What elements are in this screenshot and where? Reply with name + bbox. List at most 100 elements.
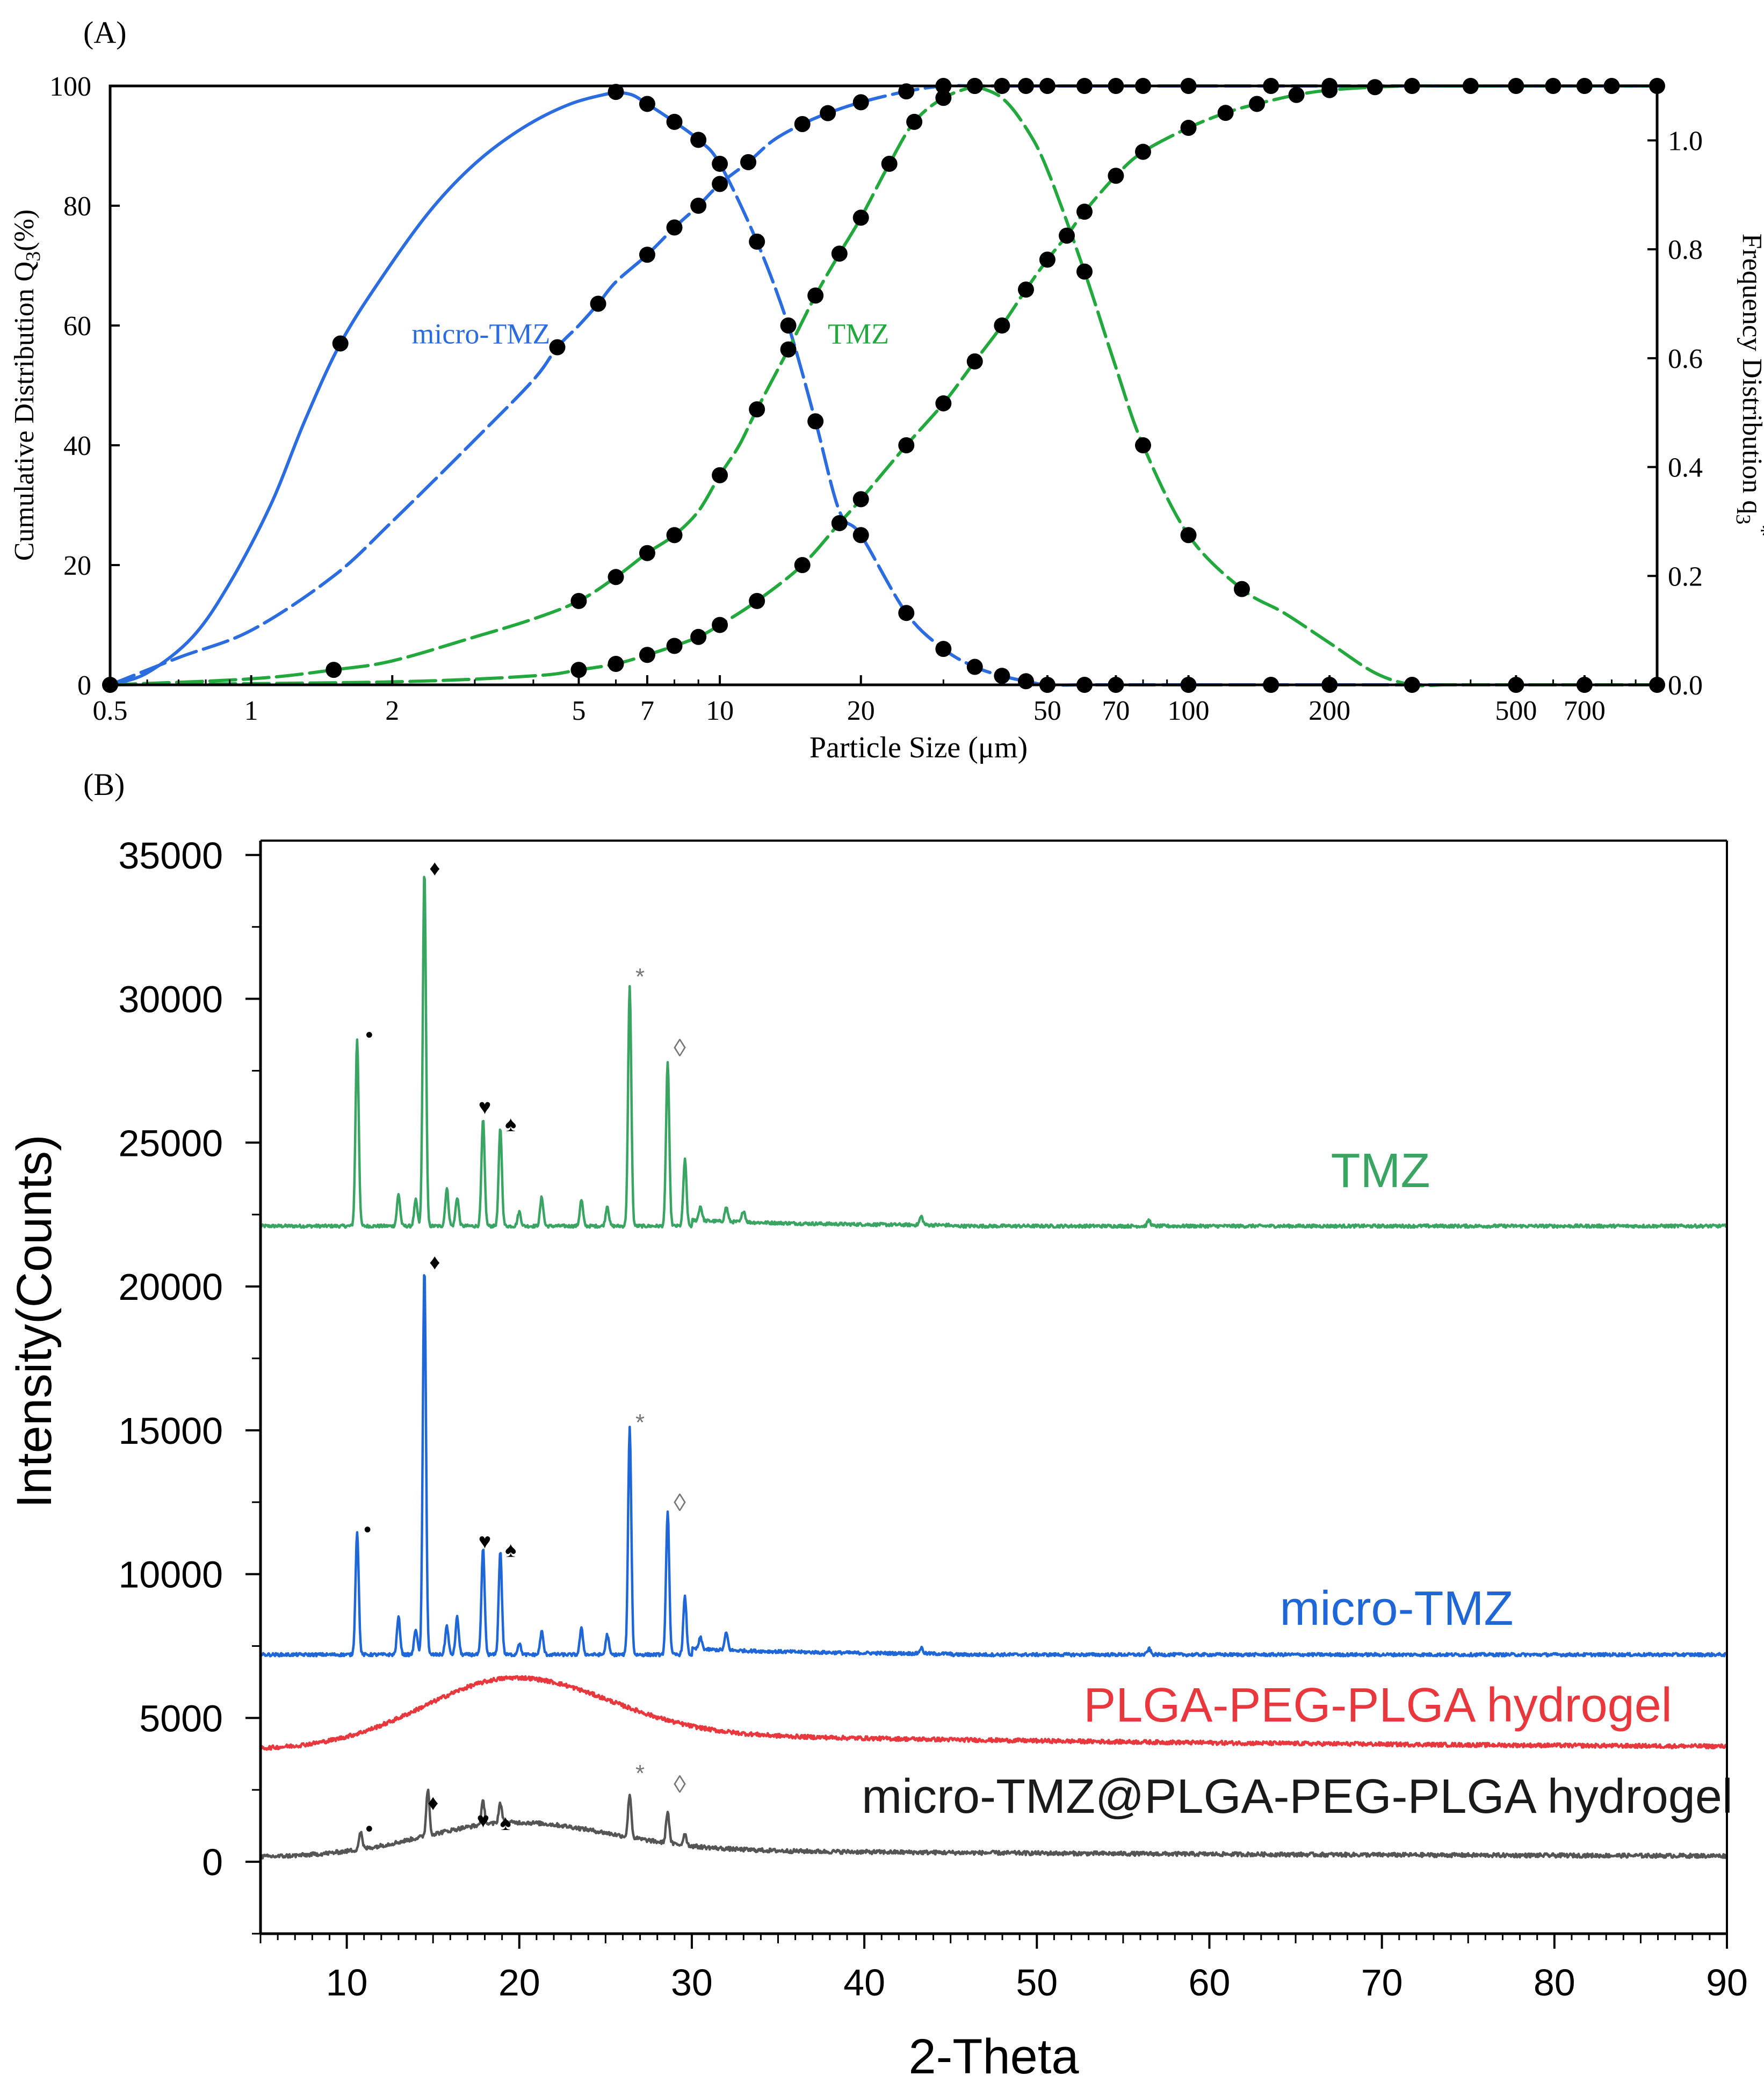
panel-b-x-tick-label: 50 [1016,1962,1058,2004]
panel-a-data-point [935,395,952,411]
panel-b-y-axis-label: Intensity(Counts) [7,1134,62,1508]
panel-a-x-tick-label: 700 [1564,696,1606,726]
panel-b-series-line-tmz [259,876,1727,1229]
panel-a-data-point [881,155,898,172]
panel-a-data-point [1180,120,1197,136]
panel-a-data-point [639,647,655,663]
panel-b-x-tick-label: 20 [498,1962,540,2004]
panel-b-x-tick-label: 80 [1534,1962,1575,2004]
panel-a-data-point [549,339,566,356]
panel-a-data-point [608,84,624,100]
panel-b-peak-markers: • ♦ ♥ ♠ * ◊ • ♦ ♥ ♠ * ◊ • ♦ ♥ ♠ * ◊ [364,856,686,1841]
panel-a-data-point [749,592,765,609]
panel-a-data-point [807,413,824,430]
panel-a-y-ticks-right: 0.0 0.2 0.4 0.6 0.8 1.0 [1647,126,1703,701]
panel-a-data-point [1249,96,1266,112]
panel-a-data-point [332,335,349,352]
panel-a-y-tick-label-right: 0.6 [1668,344,1703,374]
panel-a-data-point [966,659,983,675]
panel-a-data-point [935,90,952,106]
panel-a-data-point [820,105,836,121]
panel-b-series-line-plga-peg-plga-hydrogel [260,1675,1727,1751]
panel-a-y-tick-label-right: 1.0 [1668,126,1703,156]
panel-b-peak-marker: ♥ [479,1529,491,1553]
panel-a-y-tick-label-right: 0.2 [1668,561,1703,592]
panel-a-data-point [666,638,683,654]
panel-a-x-tick-label: 500 [1495,696,1537,726]
panel-a-data-point [794,557,811,573]
panel-a-x-tick-label: 5 [572,696,585,726]
panel-a-plot-frame [109,84,1659,686]
panel-a-y-tick-label-left: 100 [49,71,91,102]
panel-b-label: (B) [83,767,125,802]
panel-a-data-point [994,317,1010,334]
panel-a-data-point [666,113,683,130]
panel-b-peak-marker: • [364,1518,371,1542]
panel-a-x-tick-label: 50 [1033,696,1061,726]
panel-a-x-tick-label: 100 [1168,696,1210,726]
panel-a-data-point [1076,204,1093,220]
panel-b-y-tick-label: 10000 [118,1554,223,1596]
panel-a-data-point [1017,673,1034,690]
panel-b-x-tick-label: 70 [1361,1962,1403,2004]
panel-a-x-tick-label: 7 [640,696,654,726]
panel-b-peak-marker: ♠ [500,1811,511,1835]
panel-b-series-label-micro-tmz-plga-peg-plga-hydrogel: micro-TMZ@PLGA-PEG-PLGA hydrogel [862,1770,1733,1824]
panel-a-data-point [935,641,952,657]
panel-a-data-point [794,115,811,132]
panel-a-data-point [712,617,728,633]
panel-a-y-ticks-left: 0 20 40 60 80 100 [49,71,120,701]
panel-b-series-label-tmz: TMZ [1331,1144,1430,1198]
panel-b-peak-marker: ♦ [429,1250,440,1274]
panel-a-data-point [1288,86,1305,103]
panel-a-data-point [898,83,915,100]
panel-a-data-point [690,132,707,148]
panel-a-x-tick-label: 2 [385,696,399,726]
panel-b-series [259,876,1727,1860]
panel-a-x-tick-label: 70 [1102,696,1130,726]
panel-a-data-point [1217,105,1234,121]
panel-a-data-point [749,233,765,250]
panel-a-data-point [639,96,655,112]
panel-b-y-tick-label: 25000 [118,1122,223,1164]
panel-a-data-point [831,245,848,262]
panel-a-y-axis-label-left: Cumulative Distribution Q3(%) [9,209,45,561]
panel-a-x-tick-label: 10 [706,696,734,726]
panel-a-data-point [712,467,728,483]
panel-a-data-point [740,154,757,170]
panel-a-data-point [807,287,824,304]
panel-a-data-point [666,219,683,236]
panel-b-y-tick-label: 0 [202,1841,223,1883]
panel-a-data-point [898,437,915,453]
panel-b-peak-marker: ◊ [674,1488,686,1516]
panel-b-x-axis-label: 2-Theta [908,2029,1079,2083]
panel-b-series-line-micro-tmz [259,1274,1727,1658]
panel-a-x-ticks: 0.5 1 2 5 7 10 20 50 70 100 200 500 700 [93,675,1637,726]
panel-b-peak-marker: ◊ [674,1034,686,1062]
panel-b: (B) • ♦ ♥ ♠ * ◊ • ♦ ♥ ♠ * ◊ • ♦ ♥ ♠ * ◊ TMZ micro-TMZ PLGA-… [7,767,1748,2083]
panel-a-data-point [590,295,606,312]
panel-a-y-tick-label-right: 0.0 [1668,670,1703,701]
panel-a-data-point [994,668,1010,684]
panel-a-data-point [1108,168,1124,184]
panel-a-data-point [1017,281,1034,298]
panel-b-y-tick-label: 15000 [118,1410,223,1452]
panel-a-data-point [1134,143,1151,160]
panel-b-x-tick-label: 30 [671,1962,713,2004]
panel-a-data-point [1180,527,1197,544]
panel-a-y-tick-label-left: 0 [77,670,91,701]
panel-a-data-point [608,655,624,672]
panel-b-peak-marker: ♦ [428,1791,438,1815]
panel-b-y-tick-label: 30000 [118,979,223,1021]
panel-b-peak-marker: * [635,1760,645,1787]
panel-b-x-tick-label: 90 [1706,1962,1748,2004]
panel-a-x-tick-label: 1 [244,696,258,726]
panel-b-y-tick-label: 5000 [139,1697,223,1739]
panel-b-peak-marker: ♦ [429,856,440,880]
panel-a-y-tick-label-right: 0.8 [1668,235,1703,265]
panel-a-x-tick-label: 200 [1308,696,1350,726]
panel-a-data-point [852,94,869,111]
panel-a-data-point [639,545,655,561]
panel-a-data-point [712,176,728,192]
